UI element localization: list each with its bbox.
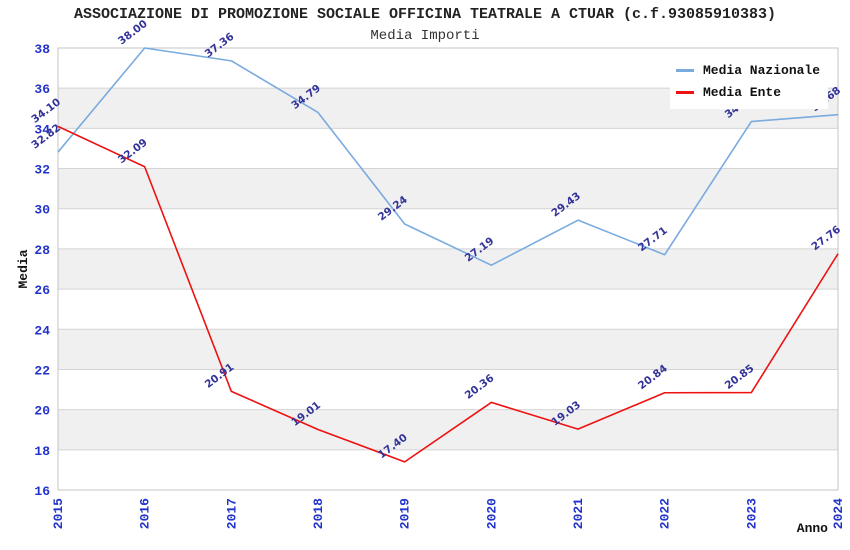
y-tick-label: 30 xyxy=(34,203,50,218)
y-tick-label: 16 xyxy=(34,484,50,499)
plot-band xyxy=(58,329,838,370)
x-tick-label: 2023 xyxy=(744,498,759,529)
legend-item-media-nazionale: Media Nazionale xyxy=(676,59,828,81)
x-tick-label: 2017 xyxy=(224,498,239,529)
y-tick-label: 22 xyxy=(34,363,50,378)
y-axis-label: Media xyxy=(16,249,31,288)
x-tick-label: 2015 xyxy=(51,498,66,529)
chart-title: ASSOCIAZIONE DI PROMOZIONE SOCIALE OFFIC… xyxy=(73,6,777,23)
y-tick-label: 20 xyxy=(34,404,50,419)
plot-band xyxy=(58,168,838,209)
point-label-media-ente: 20.36 xyxy=(463,372,497,402)
x-tick-label: 2021 xyxy=(571,498,586,529)
legend-item-media-ente: Media Ente xyxy=(676,81,828,103)
legend-swatch-media-ente xyxy=(676,90,694,94)
y-tick-label: 34 xyxy=(34,122,50,137)
series-line-media-nazionale xyxy=(57,47,839,266)
y-tick-label: 32 xyxy=(34,163,50,178)
y-tick-label: 26 xyxy=(34,283,50,298)
plot-band xyxy=(58,248,838,290)
x-tick-label: 2019 xyxy=(398,498,413,529)
y-tick-label: 36 xyxy=(34,82,50,97)
chart-subtitle: Media Importi xyxy=(370,28,480,44)
series-line-media-ente xyxy=(57,125,839,463)
y-tick-label: 38 xyxy=(34,42,50,57)
y-tick-label: 18 xyxy=(34,444,50,459)
x-tick-label: 2020 xyxy=(484,498,499,529)
y-tick-label: 28 xyxy=(34,243,50,258)
x-tick-label: 2016 xyxy=(138,498,153,529)
legend-swatch-media-nazionale xyxy=(676,68,694,72)
x-tick-label: 2018 xyxy=(311,498,326,529)
legend-label-media-ente: Media Ente xyxy=(703,84,782,100)
y-tick-label: 24 xyxy=(34,323,50,338)
plot-border xyxy=(57,47,839,491)
x-tick-label: 2022 xyxy=(658,498,673,529)
legend: Media Nazionale Media Ente xyxy=(670,54,828,109)
x-axis-label: Anno xyxy=(797,521,828,536)
plot-band xyxy=(58,409,838,450)
x-tick-label: 2024 xyxy=(831,498,846,529)
legend-label-media-nazionale: Media Nazionale xyxy=(703,62,821,78)
